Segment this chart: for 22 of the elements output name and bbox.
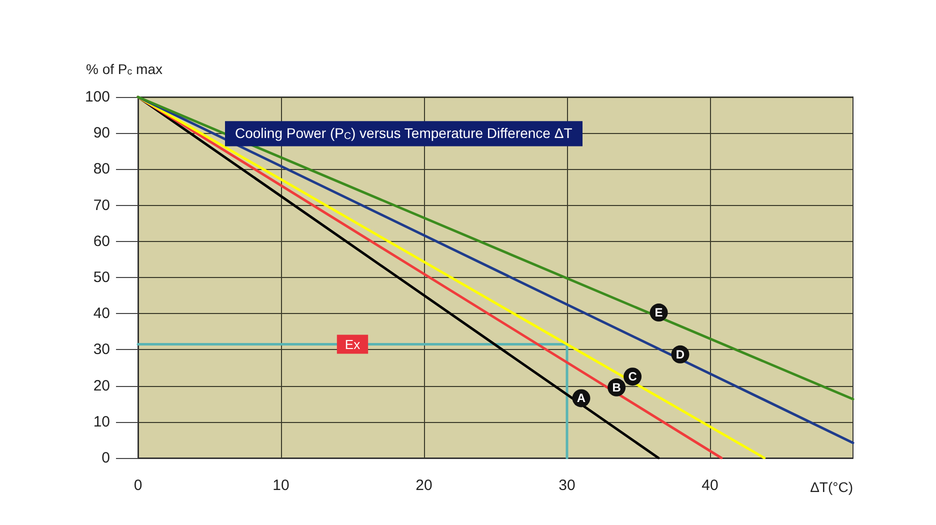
series-label: D <box>676 347 685 362</box>
y-tick-label: 90 <box>93 124 110 142</box>
series-label: A <box>576 391 586 406</box>
y-tick-label: 70 <box>93 196 110 214</box>
y-tick-label: 20 <box>93 377 110 394</box>
y-tick-label: 40 <box>93 305 110 322</box>
series-label: E <box>654 306 663 320</box>
y-tick-label: 100 <box>84 88 110 106</box>
x-tick-label: 20 <box>416 477 432 494</box>
y-tick-label: 10 <box>93 413 110 430</box>
x-tick-label: 10 <box>272 477 290 494</box>
x-tick-label: 40 <box>702 477 718 494</box>
y-tick-label: 30 <box>93 341 110 358</box>
y-tick-label: 80 <box>93 160 110 178</box>
y-tick-label: 50 <box>93 269 110 286</box>
x-tick-label: 30 <box>558 477 576 494</box>
series-label: B <box>612 380 622 394</box>
y-tick-label: 60 <box>93 232 110 250</box>
series-label: C <box>628 370 638 384</box>
y-tick-label: 0 <box>102 450 110 466</box>
x-tick-label: 0 <box>134 477 142 494</box>
x-axis-title: ΔT(°C) <box>810 479 853 495</box>
